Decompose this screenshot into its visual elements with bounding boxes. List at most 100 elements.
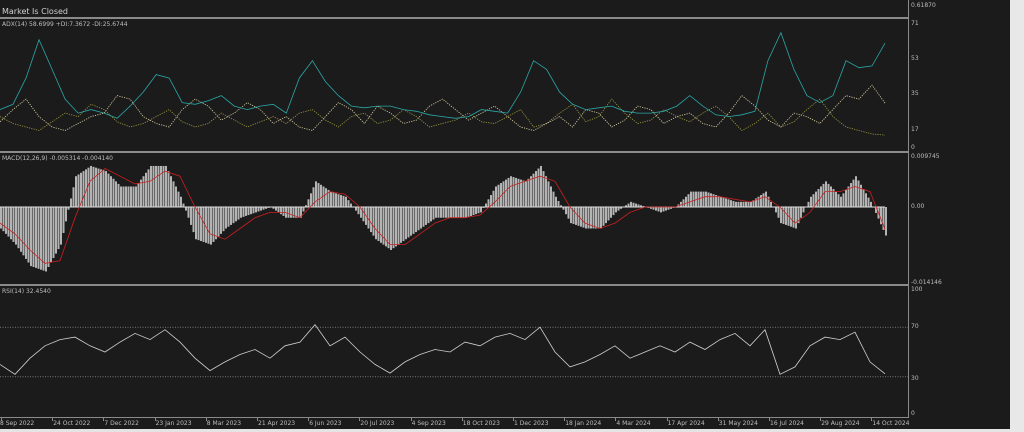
macd-bar bbox=[227, 207, 230, 227]
macd-bar bbox=[70, 198, 72, 207]
macd-bar bbox=[217, 207, 220, 237]
macd-bar bbox=[265, 207, 267, 209]
macd-bar bbox=[472, 207, 475, 216]
macd-bar bbox=[405, 207, 407, 240]
macd-bar bbox=[335, 193, 337, 207]
macd-bar bbox=[707, 192, 710, 207]
macd-bar bbox=[590, 207, 592, 229]
x-tick bbox=[769, 418, 770, 421]
macd-bar bbox=[120, 186, 122, 207]
y-tick-label: 30 bbox=[911, 375, 919, 382]
macd-bar bbox=[190, 207, 192, 225]
macd-bar bbox=[525, 181, 527, 207]
macd-bar bbox=[710, 193, 712, 207]
macd-bar bbox=[740, 201, 742, 207]
macd-bar bbox=[857, 180, 860, 207]
macd-bar bbox=[67, 207, 70, 210]
macd-bar bbox=[105, 171, 107, 207]
macd-bar bbox=[435, 207, 437, 218]
macd-bar bbox=[185, 207, 187, 211]
macd-bar bbox=[232, 207, 235, 224]
x-tick-label: 17 Apr 2024 bbox=[667, 420, 705, 427]
macd-bar bbox=[817, 189, 820, 207]
indicator-chart[interactable] bbox=[0, 0, 908, 418]
macd-bar bbox=[10, 207, 12, 240]
macd-bar bbox=[155, 165, 157, 207]
macd-bar bbox=[752, 200, 755, 207]
macd-bar bbox=[755, 198, 757, 207]
macd-bar bbox=[80, 172, 82, 207]
macd-bar bbox=[392, 207, 395, 249]
bottom-tab-bar bbox=[0, 429, 1010, 432]
macd-bar bbox=[417, 207, 420, 231]
panel-divider[interactable] bbox=[0, 284, 908, 286]
macd-bar bbox=[687, 194, 690, 207]
macd-bar bbox=[420, 207, 422, 229]
macd-bar bbox=[727, 199, 730, 207]
macd-bar bbox=[595, 207, 597, 229]
macd-bar bbox=[737, 201, 740, 207]
macd-bar bbox=[377, 207, 380, 242]
macd-bar bbox=[802, 207, 805, 213]
macd-bar bbox=[17, 207, 20, 249]
macd-bar bbox=[785, 207, 787, 225]
macd-bar bbox=[277, 207, 280, 213]
macd-bar bbox=[607, 207, 610, 221]
macd-bar bbox=[667, 207, 670, 210]
macd-bar bbox=[795, 207, 797, 229]
macd-bar bbox=[430, 207, 432, 222]
macd-bar bbox=[425, 207, 427, 225]
macd-bar bbox=[637, 204, 640, 207]
rsi-line bbox=[0, 324, 886, 375]
x-tick bbox=[615, 418, 617, 421]
macd-bar bbox=[60, 207, 62, 245]
macd-bar bbox=[427, 207, 430, 224]
macd-bar bbox=[172, 181, 175, 207]
macd-bar bbox=[597, 207, 600, 229]
macd-bar bbox=[700, 191, 702, 207]
minus-di-line bbox=[0, 84, 886, 131]
macd-bar bbox=[332, 192, 335, 207]
macd-bar bbox=[412, 207, 415, 234]
macd-bar bbox=[362, 207, 365, 222]
x-tick-label: 14 Oct 2024 bbox=[872, 420, 910, 427]
macd-bar bbox=[255, 207, 257, 213]
macd-bar bbox=[142, 176, 145, 207]
macd-bar bbox=[537, 168, 540, 207]
macd-bar bbox=[575, 207, 577, 225]
macd-bar bbox=[347, 200, 350, 207]
x-tick bbox=[205, 418, 207, 421]
macd-bar bbox=[800, 207, 802, 218]
macd-bar bbox=[467, 207, 470, 217]
macd-bar bbox=[775, 207, 777, 213]
macd-bar bbox=[360, 207, 362, 218]
macd-bar bbox=[145, 172, 147, 207]
macd-bar bbox=[690, 191, 692, 207]
macd-bar bbox=[490, 195, 492, 207]
x-tick-label: 4 Mar 2024 bbox=[616, 420, 651, 427]
macd-bar bbox=[385, 207, 387, 247]
macd-bar bbox=[7, 207, 10, 237]
macd-bar bbox=[407, 207, 410, 238]
panel-divider[interactable] bbox=[0, 17, 908, 19]
macd-bar bbox=[82, 171, 85, 207]
macd-bar bbox=[130, 186, 132, 207]
macd-bar bbox=[630, 201, 632, 207]
macd-bar bbox=[767, 196, 770, 207]
macd-bar bbox=[650, 207, 652, 209]
x-tick-label: 8 Mar 2023 bbox=[206, 420, 242, 427]
macd-bar bbox=[715, 195, 717, 207]
macd-bar bbox=[747, 201, 750, 207]
macd-bar bbox=[632, 202, 635, 207]
macd-bar bbox=[32, 207, 35, 267]
macd-bar bbox=[342, 195, 345, 207]
panel-divider[interactable] bbox=[0, 151, 908, 153]
macd-bar bbox=[757, 196, 760, 207]
macd-bar bbox=[307, 199, 310, 207]
macd-bar bbox=[705, 191, 707, 207]
x-tick-label: 8 Sep 2022 bbox=[0, 420, 35, 427]
macd-bar bbox=[107, 173, 110, 207]
macd-label: MACD(12,26,9) -0.005314 -0.004140 bbox=[2, 155, 113, 162]
macd-bar bbox=[87, 167, 90, 207]
side-panel-edge bbox=[1010, 0, 1024, 432]
